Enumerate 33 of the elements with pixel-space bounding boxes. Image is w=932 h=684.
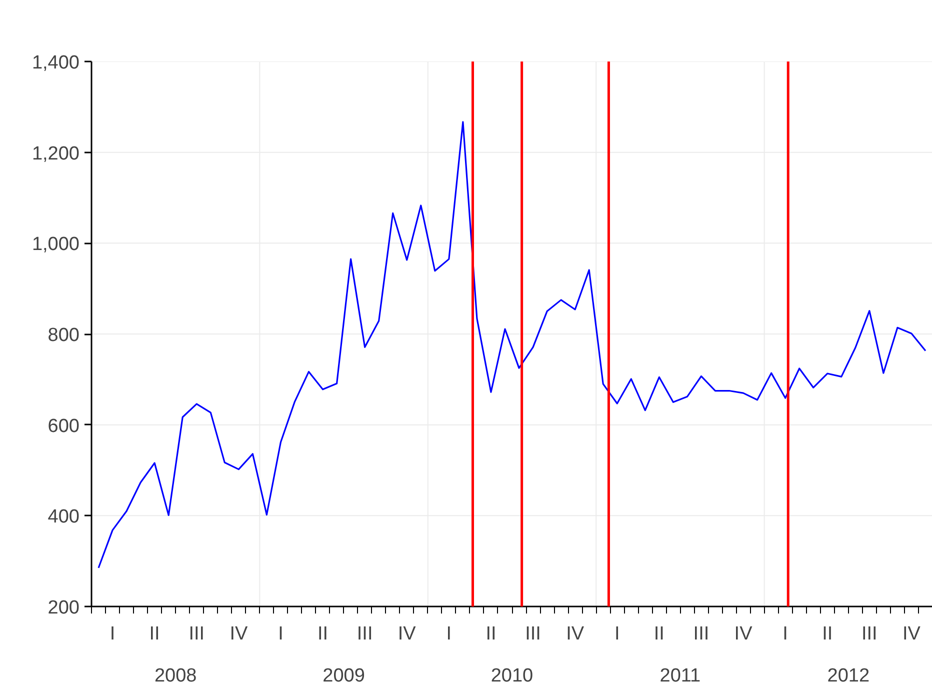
text: 2011 — [660, 666, 701, 684]
line-series — [98, 121, 926, 569]
y-tick-label: 600 — [48, 416, 80, 437]
x-tick-label: III — [862, 624, 878, 644]
y-tick-label: 400 — [48, 506, 80, 528]
x-tick-label: IV — [566, 624, 584, 644]
x-tick-label: I — [446, 624, 452, 644]
x-tick-label: I — [614, 624, 620, 644]
text: 2010 — [490, 666, 534, 684]
x-tick-label: II — [317, 624, 328, 644]
x-tick-label: I — [782, 624, 788, 644]
x-tick-label: II — [486, 624, 496, 644]
y-tick-label: 800 — [48, 325, 80, 346]
x-tick-label: II — [149, 624, 160, 644]
x-tick-label: II — [822, 624, 833, 644]
text: 2008 — [154, 666, 197, 684]
y-tick-label: 1,400 — [32, 52, 80, 74]
x-tick-label: III — [188, 624, 205, 644]
text: 2009 — [322, 666, 365, 684]
text: 2012 — [827, 666, 870, 684]
x-tick-label: IV — [734, 624, 753, 644]
y-tick-label: 1,000 — [32, 234, 80, 256]
x-tick-label: I — [278, 624, 284, 644]
y-tick-label: 200 — [48, 598, 80, 618]
x-tick-label: IV — [398, 624, 416, 644]
x-tick-label: III — [356, 624, 373, 644]
y-tick-label: 1,200 — [32, 143, 80, 164]
x-tick-label: IV — [230, 624, 248, 644]
x-tick-label: II — [654, 624, 664, 644]
x-tick-label: I — [110, 624, 116, 644]
x-tick-label: III — [525, 624, 541, 644]
x-tick-label: III — [693, 624, 710, 644]
x-tick-label: IV — [902, 624, 921, 644]
